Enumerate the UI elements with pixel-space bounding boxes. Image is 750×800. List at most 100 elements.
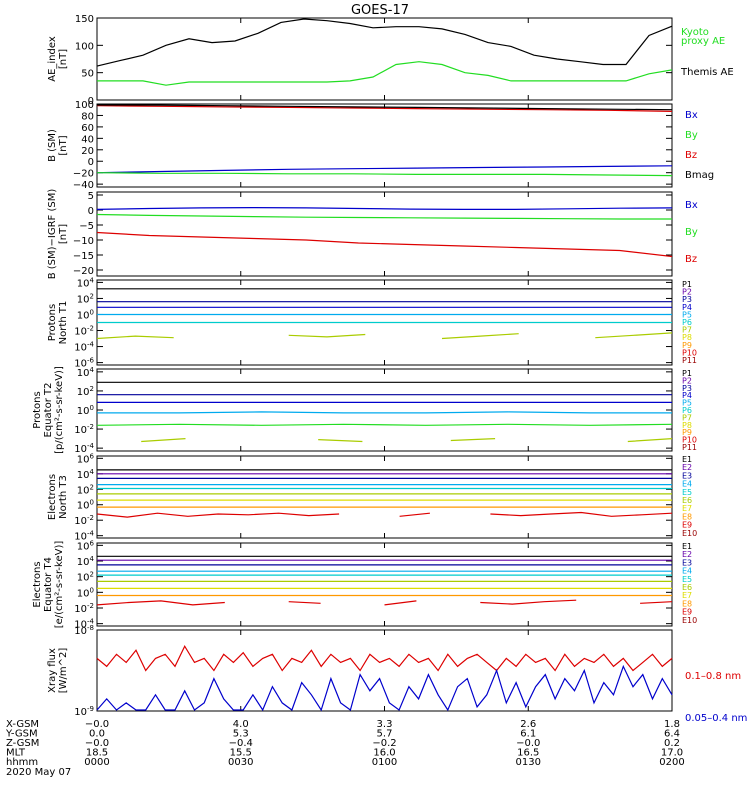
x-tick-value: 2.6 (520, 719, 536, 730)
series-group (96, 644, 673, 712)
legend-entry: E3 (682, 471, 692, 480)
series-line-bx (96, 165, 673, 174)
legend-entry: P5 (682, 310, 692, 319)
series-line-p7 (141, 438, 673, 443)
y-tick-label: −40 (73, 180, 94, 191)
y-tick-label: 150 (75, 14, 94, 25)
y-axis-label: ProtonsNorth T1 (47, 301, 69, 345)
panel-frame (96, 629, 673, 712)
legend: Bx By Bz (685, 200, 698, 265)
legend-entry: P6 (682, 406, 692, 415)
y-axis-label-line: North T3 (58, 475, 69, 519)
y-axis-label-line: Electrons (32, 561, 43, 607)
x-tick-value: 16.5 (517, 748, 539, 759)
y-tick-label: 20 (81, 146, 94, 157)
legend-entry: E3 (682, 558, 692, 567)
series-line-bz (96, 231, 673, 258)
series-group (96, 288, 673, 340)
x-row-label: MLT (6, 748, 26, 759)
x-tick-value: 0.2 (664, 738, 680, 749)
legend-entry: P11 (682, 356, 697, 365)
series-group (96, 381, 673, 443)
y-tick-label: 60 (81, 123, 94, 134)
legend-entry: P4 (682, 303, 692, 312)
legend-entry: E5 (682, 575, 692, 584)
y-tick-label: 10-2 (74, 602, 94, 615)
y-axis-label-line: AE_index (47, 36, 58, 82)
legend-entry: P3 (682, 295, 692, 304)
legend: 0.1–0.8 nm 0.05–0.4 nm (685, 671, 747, 724)
series-line-kyoto-proxy-ae (96, 18, 673, 67)
x-tick-value: −0.2 (372, 738, 396, 749)
y-tick-label: 102 (77, 483, 94, 496)
y-tick-label: −20 (73, 169, 94, 180)
series-group (96, 206, 673, 258)
y-tick-exponent: 2 (90, 571, 94, 579)
y-tick-label: 10-4 (74, 341, 94, 354)
y-tick-exponent: -6 (87, 357, 95, 365)
y-tick-label: 5 (88, 191, 94, 202)
y-tick-exponent: 0 (90, 404, 94, 412)
legend-entry: E1 (682, 455, 692, 464)
legend-entry: P10 (682, 436, 697, 445)
legend-entry: E7 (682, 591, 692, 600)
y-tick-label: 50 (81, 69, 94, 80)
y-tick-exponent: 2 (90, 483, 94, 491)
panel-frame (96, 455, 673, 539)
series-line-bz (96, 105, 673, 112)
panel-frame (96, 191, 673, 277)
x-tick-value: 16.0 (373, 748, 395, 759)
y-tick-label: 10-8 (74, 624, 94, 637)
x-tick-value: −0.0 (516, 738, 540, 749)
x-row-label: Z-GSM (6, 738, 39, 749)
legend-entry: Bmag (685, 170, 714, 181)
y-tick-label: 104 (77, 276, 95, 289)
y-tick-exponent: -4 (87, 530, 95, 538)
y-tick-label: 106 (77, 452, 95, 465)
y-tick-label: 0 (88, 157, 94, 168)
series-line-e9 (96, 599, 673, 606)
x-tick-value: 6.1 (520, 729, 536, 740)
y-axis-label-line: [nT] (58, 135, 69, 155)
date-label: 2020 May 07 (6, 767, 71, 778)
y-axis-label-line: Equator T4 (43, 557, 54, 612)
y-tick-exponent: 0 (90, 308, 94, 316)
y-tick-label: 10-2 (74, 514, 94, 527)
y-tick-label: 0 (88, 96, 94, 107)
legend-entry: E10 (682, 616, 697, 625)
y-axis-label: ElectronsEquator T4[e/(cm²-s-sr-keV)] (32, 541, 65, 629)
y-axis-label-line: [e/(cm²-s-sr-keV)] (54, 541, 65, 629)
y-tick-exponent: 4 (90, 276, 95, 284)
x-tick-value: 4.0 (233, 719, 249, 730)
x-tick-value: 0000 (84, 757, 109, 768)
y-tick-exponent: -4 (87, 442, 95, 450)
y-tick-label: 10-2 (74, 325, 94, 338)
legend-entry: P1 (682, 280, 692, 289)
y-tick-exponent: -9 (87, 705, 94, 713)
figure-title: GOES-17 (351, 3, 409, 18)
y-tick-exponent: -2 (87, 514, 94, 522)
y-tick-label: 80 (81, 111, 94, 122)
y-tick-label: 104 (77, 366, 95, 379)
legend: Bx By Bz Bmag (685, 110, 714, 181)
legend-entry: Bx (685, 110, 698, 121)
x-tick-value: 15.5 (230, 748, 252, 759)
x-axis-labels: X-GSMY-GSMZ-GSMMLThhmm−0.00.0−0.018.5000… (5, 719, 685, 778)
y-tick-exponent: -2 (87, 423, 94, 431)
legend-entry: E7 (682, 504, 692, 513)
y-tick-exponent: 0 (90, 586, 94, 594)
y-tick-label: −10 (73, 236, 94, 247)
y-axis-label: B (SM)[nT] (47, 129, 69, 162)
series-group (96, 18, 673, 86)
y-tick-label: 10-2 (74, 423, 94, 436)
legend-entry: E1 (682, 542, 692, 551)
x-row-label: X-GSM (6, 719, 39, 730)
legend-entry: E8 (682, 512, 692, 521)
